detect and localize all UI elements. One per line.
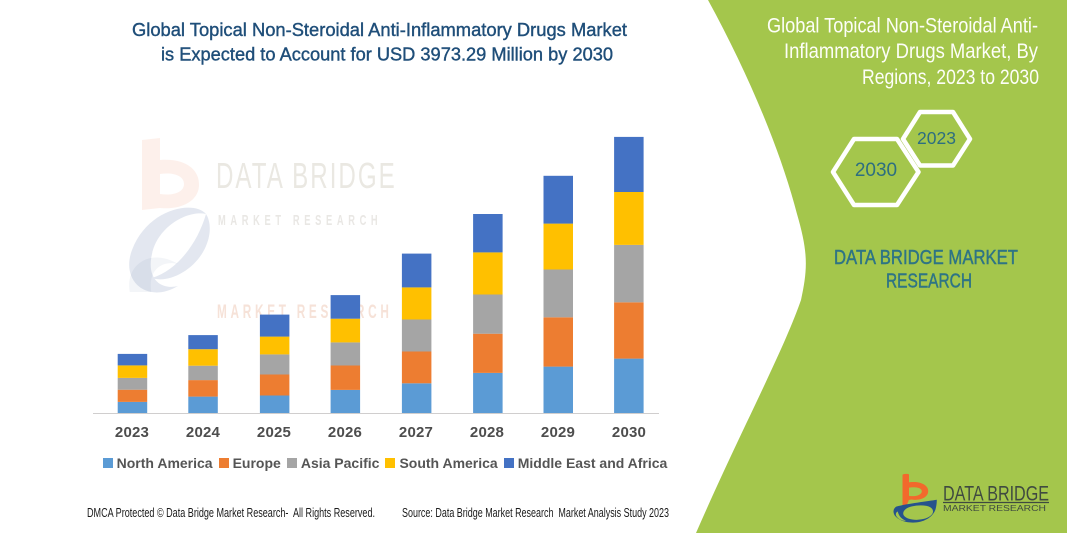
svg-text:is Expected to Account for USD: is Expected to Account for USD 3973.29 M…	[161, 44, 613, 65]
svg-text:Global Topical Non-Steroidal A: Global Topical Non-Steroidal Anti-	[767, 13, 1038, 37]
svg-text:Regions, 2023 to 2030: Regions, 2023 to 2030	[862, 65, 1039, 89]
svg-text:RESEARCH: RESEARCH	[886, 270, 972, 293]
svg-text:Inflammatory Drugs Market, By: Inflammatory Drugs Market, By	[784, 39, 1038, 63]
svg-text:Source: Data Bridge Market Res: Source: Data Bridge Market Research Mark…	[402, 506, 669, 520]
svg-text:DATA BRIDGE: DATA BRIDGE	[943, 481, 1049, 505]
svg-text:DATA BRIDGE MARKET: DATA BRIDGE MARKET	[834, 246, 1018, 269]
svg-text:DMCA Protected © Data Bridge M: DMCA Protected © Data Bridge Market Rese…	[87, 506, 375, 520]
svg-text:Global Topical Non-Steroidal A: Global Topical Non-Steroidal Anti-Inflam…	[132, 19, 627, 40]
svg-text:MARKET RESEARCH: MARKET RESEARCH	[943, 503, 1046, 513]
